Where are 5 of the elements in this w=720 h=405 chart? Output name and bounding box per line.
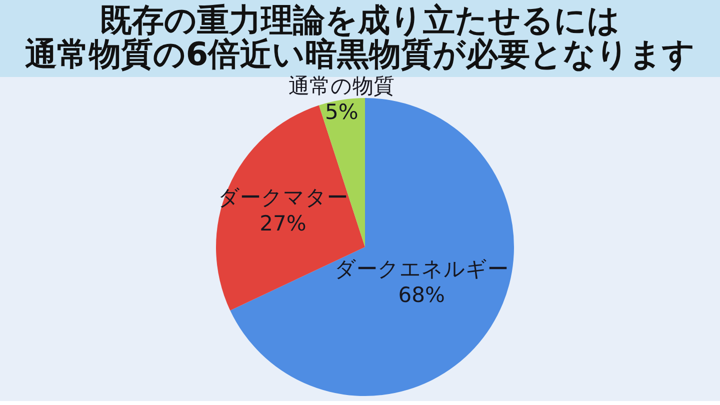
slice-label: 通常の物質 bbox=[288, 74, 395, 98]
data-label: 5% bbox=[325, 100, 358, 124]
data-label: 27% bbox=[260, 211, 306, 236]
data-label: 68% bbox=[398, 282, 445, 307]
slice-label: ダークエネルギー bbox=[334, 256, 509, 281]
